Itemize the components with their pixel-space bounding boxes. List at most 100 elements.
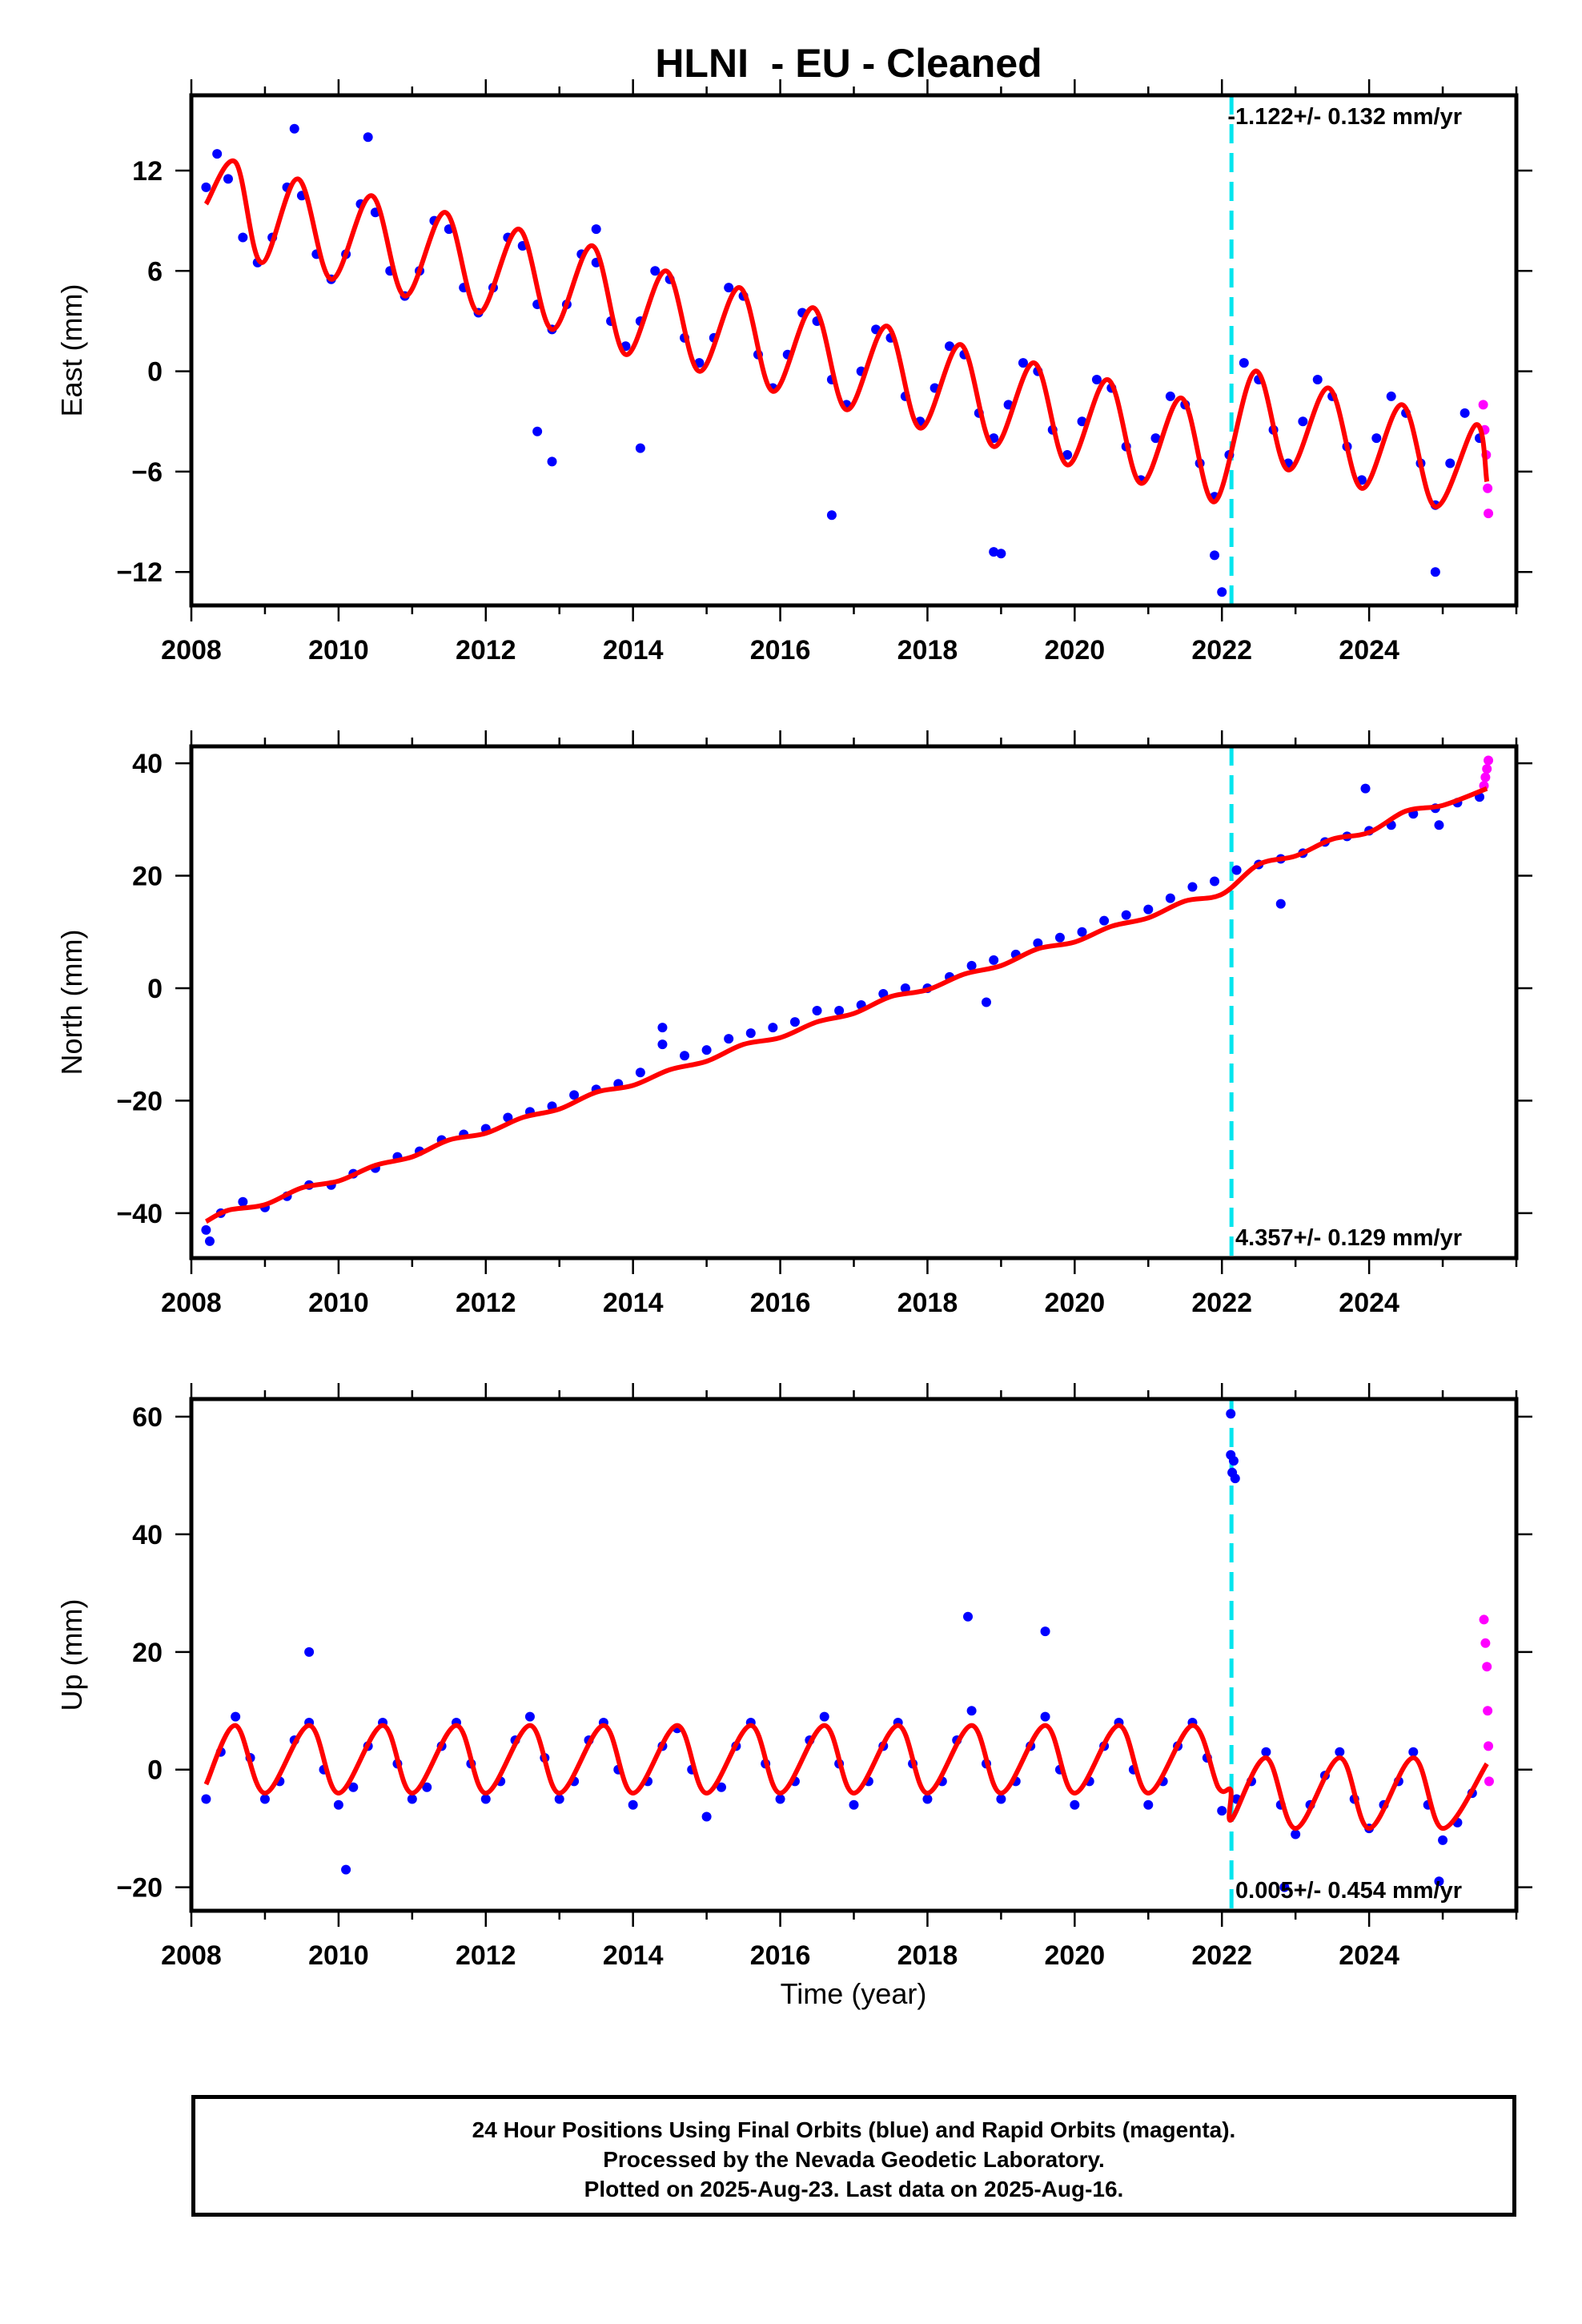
plot-frame	[189, 744, 1519, 1261]
final-orbit-point	[996, 1794, 1006, 1804]
caption-line: Plotted on 2025-Aug-23. Last data on 202…	[584, 2177, 1124, 2201]
final-orbit-point	[922, 1794, 933, 1804]
final-orbit-point	[348, 1782, 359, 1792]
final-orbit-point	[407, 1794, 417, 1804]
final-orbit-point	[480, 1794, 491, 1804]
x-tick-label: 2008	[161, 1940, 222, 1971]
final-orbit-point	[1033, 938, 1043, 948]
final-orbit-point	[201, 1794, 211, 1804]
x-tick-label: 2022	[1191, 635, 1252, 665]
final-orbit-point	[1445, 458, 1456, 468]
final-orbit-point	[1279, 1882, 1290, 1892]
final-orbit-point	[1210, 550, 1220, 561]
y-tick-label: 0	[147, 1755, 163, 1786]
x-tick-label: 2012	[456, 635, 516, 665]
velocity-annotation: 0.005+/- 0.454 mm/yr	[1235, 1878, 1462, 1904]
y-tick-label: 40	[132, 1520, 163, 1550]
x-tick-label: 2010	[308, 635, 369, 665]
x-tick-label: 2010	[308, 1940, 369, 1971]
rapid-orbit-point	[1482, 764, 1492, 774]
final-orbit-point	[657, 1023, 668, 1033]
final-orbit-point	[1077, 416, 1087, 427]
panel-east: 2008 2010 2012 2014 2016 2018 2020 2022 2024 −12 −…	[55, 79, 1532, 665]
final-orbit-point	[1228, 1456, 1239, 1466]
y-tick-label: −20	[116, 1873, 163, 1904]
final-orbit-point	[1430, 567, 1440, 577]
x-tick-label: 2016	[750, 1940, 811, 1971]
y-tick-label: −20	[116, 1086, 163, 1116]
y-tick-label: 60	[132, 1402, 163, 1433]
final-orbit-point	[1165, 893, 1175, 903]
final-orbit-point	[826, 510, 837, 521]
final-orbit-point	[591, 224, 601, 235]
panels: 2008 2010 2012 2014 2016 2018 2020 2022 2024−12−…	[55, 79, 1532, 1971]
final-orbit-point	[701, 1811, 712, 1822]
final-orbit-point	[724, 1034, 734, 1044]
final-orbit-point	[1434, 820, 1444, 830]
rapid-orbit-point	[1484, 1741, 1494, 1751]
final-orbit-point	[341, 1864, 351, 1875]
final-orbit-point	[1040, 1711, 1050, 1722]
caption-line: Processed by the Nevada Geodetic Laborat…	[603, 2147, 1105, 2172]
final-orbit-point	[745, 1028, 756, 1039]
final-orbit-point	[238, 1196, 248, 1207]
y-tick-label: 0	[147, 357, 163, 388]
y-tick-label: 20	[132, 1638, 163, 1668]
final-orbit-point	[966, 1706, 977, 1716]
rapid-orbit-point	[1482, 1662, 1492, 1672]
figure-title: HLNI - EU - Cleaned	[655, 41, 1042, 86]
final-orbit-point	[1187, 882, 1198, 892]
final-orbit-point	[1298, 416, 1308, 427]
final-orbit-point	[849, 1799, 859, 1810]
final-orbit-point	[554, 1794, 564, 1804]
x-tick-label: 2022	[1191, 1288, 1252, 1318]
plot-area	[201, 1399, 1494, 1911]
rapid-orbit-point	[1483, 483, 1493, 493]
y-tick-label: −40	[116, 1199, 163, 1229]
final-orbit-point	[1040, 1626, 1050, 1637]
final-orbit-point	[834, 1006, 845, 1016]
final-orbit-point	[1143, 904, 1154, 915]
final-orbit-point	[289, 123, 299, 134]
final-orbit-point	[503, 1112, 513, 1123]
x-tick-label: 2020	[1045, 1940, 1106, 1971]
y-tick-label: −6	[131, 457, 163, 488]
model-fit-curve	[204, 786, 1488, 1224]
final-orbit-point	[789, 1017, 800, 1027]
y-tick-label: 6	[147, 256, 163, 287]
final-orbit-point	[1438, 1835, 1448, 1845]
final-orbit-point	[701, 1045, 712, 1055]
rapid-orbit-point	[1480, 772, 1491, 782]
x-tick-label: 2022	[1191, 1940, 1252, 1971]
final-orbit-point	[635, 1068, 645, 1078]
final-orbit-point	[1239, 358, 1249, 368]
final-orbit-point	[819, 1711, 829, 1722]
x-tick-label: 2024	[1339, 1940, 1399, 1971]
final-orbit-point	[223, 174, 233, 184]
final-orbit-point	[680, 1051, 690, 1061]
final-orbit-point	[1150, 433, 1161, 444]
final-orbit-point	[657, 1039, 668, 1050]
final-orbit-point	[989, 547, 999, 557]
final-orbit-point	[1165, 391, 1175, 401]
x-tick-label: 2014	[603, 635, 664, 665]
final-orbit-point	[259, 1794, 270, 1804]
x-tick-label: 2018	[897, 1288, 958, 1318]
final-orbit-point	[1054, 932, 1065, 943]
final-orbit-point	[628, 1799, 638, 1810]
final-orbit-point	[996, 549, 1006, 559]
x-tick-label: 2014	[603, 1288, 664, 1318]
x-tick-label: 2008	[161, 635, 222, 665]
final-orbit-point	[1230, 1474, 1240, 1484]
y-tick-label: 0	[147, 974, 163, 1004]
caption-line: 24 Hour Positions Using Final Orbits (bl…	[472, 2117, 1236, 2142]
model-fit-curve	[203, 158, 1490, 509]
rapid-orbit-point	[1479, 1614, 1489, 1625]
y-tick-label: 20	[132, 862, 163, 892]
y-axis-title: North (mm)	[55, 930, 88, 1076]
x-tick-label: 2018	[897, 635, 958, 665]
final-orbit-point	[1335, 1747, 1345, 1757]
final-orbit-point	[201, 1224, 211, 1235]
final-orbit-point	[900, 983, 910, 993]
final-orbit-point	[1070, 1799, 1080, 1810]
